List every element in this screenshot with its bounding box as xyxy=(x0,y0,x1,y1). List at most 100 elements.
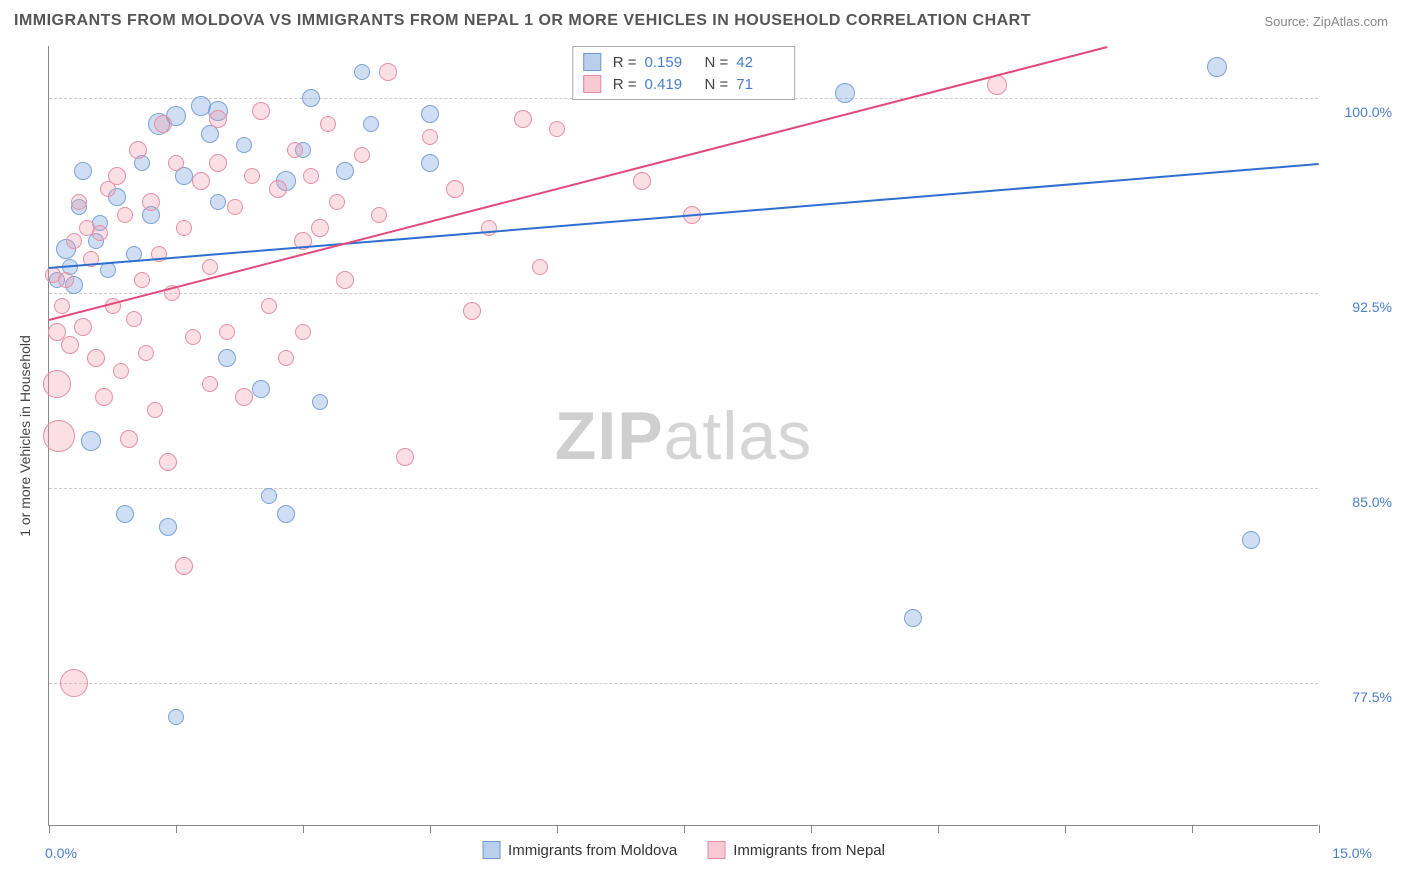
data-point xyxy=(201,125,219,143)
data-point xyxy=(532,259,548,275)
x-tick xyxy=(303,825,304,833)
swatch-nepal xyxy=(583,75,601,93)
source-attribution: Source: ZipAtlas.com xyxy=(1264,14,1388,29)
x-tick xyxy=(557,825,558,833)
data-point xyxy=(92,225,108,241)
data-point xyxy=(168,709,184,725)
data-point xyxy=(126,311,142,327)
data-point xyxy=(1207,57,1227,77)
y-tick-label: 100.0% xyxy=(1345,104,1392,120)
data-point xyxy=(549,121,565,137)
x-tick xyxy=(938,825,939,833)
data-point xyxy=(252,102,270,120)
gridline xyxy=(49,488,1318,489)
gridline xyxy=(49,683,1318,684)
data-point xyxy=(61,336,79,354)
legend-item-nepal: Immigrants from Nepal xyxy=(707,841,885,859)
data-point xyxy=(320,116,336,132)
data-point xyxy=(261,298,277,314)
data-point xyxy=(43,420,75,452)
data-point xyxy=(142,193,160,211)
data-point xyxy=(176,220,192,236)
swatch-nepal xyxy=(707,841,725,859)
x-tick xyxy=(811,825,812,833)
data-point xyxy=(74,318,92,336)
x-axis-min-label: 0.0% xyxy=(45,845,77,861)
data-point xyxy=(311,219,329,237)
data-point xyxy=(633,172,651,190)
data-point xyxy=(218,349,236,367)
data-point xyxy=(252,380,270,398)
data-point xyxy=(87,349,105,367)
r-label: R = xyxy=(613,54,637,71)
data-point xyxy=(202,259,218,275)
data-point xyxy=(354,147,370,163)
data-point xyxy=(363,116,379,132)
trend-line xyxy=(49,163,1319,269)
data-point xyxy=(422,129,438,145)
y-axis-label: 1 or more Vehicles in Household xyxy=(17,335,33,537)
watermark-atlas: atlas xyxy=(664,398,813,474)
data-point xyxy=(835,83,855,103)
data-point xyxy=(244,168,260,184)
data-point xyxy=(175,557,193,575)
data-point xyxy=(74,162,92,180)
data-point xyxy=(421,154,439,172)
data-point xyxy=(235,388,253,406)
data-point xyxy=(421,105,439,123)
data-point xyxy=(514,110,532,128)
r-value-moldova: 0.159 xyxy=(645,54,693,71)
data-point xyxy=(354,64,370,80)
data-point xyxy=(209,110,227,128)
data-point xyxy=(120,430,138,448)
n-label: N = xyxy=(705,76,729,93)
r-label: R = xyxy=(613,76,637,93)
plot-area: 1 or more Vehicles in Household 77.5%85.… xyxy=(48,46,1318,826)
data-point xyxy=(147,402,163,418)
data-point xyxy=(379,63,397,81)
data-point xyxy=(210,194,226,210)
data-point xyxy=(481,220,497,236)
x-axis-max-label: 15.0% xyxy=(1332,845,1372,861)
data-point xyxy=(336,271,354,289)
x-tick xyxy=(49,825,50,833)
data-point xyxy=(185,329,201,345)
data-point xyxy=(117,207,133,223)
data-point xyxy=(227,199,243,215)
gridline xyxy=(49,293,1318,294)
data-point xyxy=(58,272,74,288)
data-point xyxy=(277,505,295,523)
n-value-moldova: 42 xyxy=(736,54,784,71)
data-point xyxy=(446,180,464,198)
data-point xyxy=(108,167,126,185)
data-point xyxy=(116,505,134,523)
data-point xyxy=(278,350,294,366)
data-point xyxy=(287,142,303,158)
legend-label-nepal: Immigrants from Nepal xyxy=(733,842,885,859)
series-legend: Immigrants from Moldova Immigrants from … xyxy=(482,841,885,859)
x-tick xyxy=(176,825,177,833)
r-value-nepal: 0.419 xyxy=(645,76,693,93)
data-point xyxy=(43,370,71,398)
legend-row-moldova: R = 0.159 N = 42 xyxy=(583,51,785,73)
data-point xyxy=(134,272,150,288)
data-point xyxy=(295,324,311,340)
x-tick xyxy=(1319,825,1320,833)
y-tick-label: 85.0% xyxy=(1352,494,1392,510)
data-point xyxy=(95,388,113,406)
correlation-legend: R = 0.159 N = 42 R = 0.419 N = 71 xyxy=(572,46,796,100)
data-point xyxy=(1242,531,1260,549)
data-point xyxy=(302,89,320,107)
legend-label-moldova: Immigrants from Moldova xyxy=(508,842,677,859)
chart-title: IMMIGRANTS FROM MOLDOVA VS IMMIGRANTS FR… xyxy=(14,12,1031,30)
y-tick-label: 92.5% xyxy=(1352,299,1392,315)
data-point xyxy=(159,453,177,471)
n-value-nepal: 71 xyxy=(736,76,784,93)
data-point xyxy=(159,518,177,536)
watermark-zip: ZIP xyxy=(555,398,664,474)
data-point xyxy=(371,207,387,223)
data-point xyxy=(269,180,287,198)
data-point xyxy=(209,154,227,172)
data-point xyxy=(236,137,252,153)
swatch-moldova xyxy=(583,53,601,71)
